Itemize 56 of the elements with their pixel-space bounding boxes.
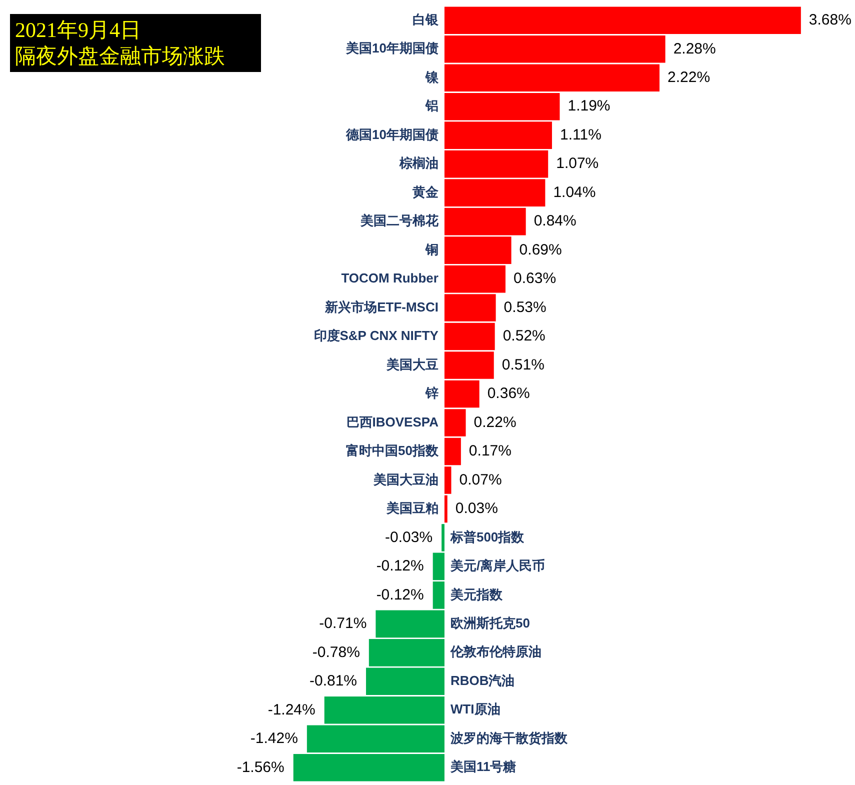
data-label: 0.52% (502, 328, 546, 345)
data-label: -0.12% (376, 558, 424, 575)
y-tick-label: 美国11号糖 (449, 759, 516, 774)
y-tick-label: 镍 (424, 69, 440, 84)
data-label: 0.36% (487, 385, 530, 402)
y-tick-label: 波罗的海干散货指数 (449, 730, 568, 746)
y-tick-label: 伦敦布伦特原油 (449, 644, 542, 660)
y-tick-label: 美国大豆 (385, 356, 438, 372)
y-tick-label: 欧洲斯托克50 (450, 616, 530, 631)
data-label: 1.07% (556, 155, 599, 172)
text: 隔夜外盘金融市场涨跌 (15, 43, 226, 69)
y-tick-label: 美元指数 (449, 586, 504, 602)
data-label: 0.69% (519, 241, 562, 258)
data-label: -0.03% (385, 528, 433, 546)
y-tick-label: 美国二号棉花 (359, 213, 440, 228)
y-tick-label: 铝 (424, 98, 438, 114)
y-tick-label: TOCOM Rubber (341, 270, 438, 286)
y-tick-label: WTI原油 (450, 702, 500, 717)
data-label: 3.68% (808, 12, 852, 29)
data-label: 0.84% (534, 212, 576, 230)
y-tick-label: 印度S&P CNX NIFTY (314, 328, 439, 344)
y-tick-label: 美元/离岸人民币 (449, 558, 546, 574)
y-tick-label: 黄金 (411, 184, 440, 200)
y-tick-label: RBOB汽油 (450, 672, 515, 688)
data-label: -0.12% (376, 586, 424, 604)
data-label: -0.81% (309, 672, 358, 690)
data-label: -0.78% (312, 644, 360, 661)
y-tick-label: 白银 (412, 12, 440, 27)
y-tick-label: 美国豆粕 (385, 500, 438, 516)
data-label: 1.11% (560, 126, 602, 144)
data-label: 0.17% (468, 442, 512, 460)
data-label: 0.51% (502, 356, 544, 374)
data-label: -1.24% (268, 701, 316, 718)
data-label: 0.07% (459, 471, 502, 488)
y-tick-label: 巴西IBOVESPA (346, 414, 440, 430)
data-label: 0.22% (474, 414, 516, 431)
data-label: -1.56% (236, 758, 284, 776)
data-label: 2.28% (673, 40, 716, 58)
y-tick-label: 标普500指数 (449, 529, 526, 544)
data-label: -1.42% (250, 730, 298, 748)
data-label: 0.53% (504, 298, 546, 316)
data-label: 0.03% (455, 500, 498, 518)
data-label: 0.63% (513, 270, 556, 288)
y-tick-label: 锌 (424, 386, 438, 401)
data-label: 1.19% (568, 98, 610, 115)
y-tick-label: 富时中国50指数 (346, 443, 440, 458)
text: 2021年9月4日 (15, 17, 142, 43)
y-tick-label: 铜 (424, 242, 438, 257)
data-label: -0.71% (319, 615, 367, 632)
y-tick-label: 德国10年期国债 (345, 126, 438, 142)
y-tick-label: 新兴市场ETF-MSCI (324, 299, 438, 314)
y-tick-label: 美国10年期国债 (345, 40, 438, 56)
y-tick-label: 棕榈油 (398, 156, 438, 171)
y-tick-label: 美国大豆油 (372, 472, 438, 487)
data-label: 1.04% (553, 184, 596, 201)
data-label: 2.22% (668, 68, 710, 86)
